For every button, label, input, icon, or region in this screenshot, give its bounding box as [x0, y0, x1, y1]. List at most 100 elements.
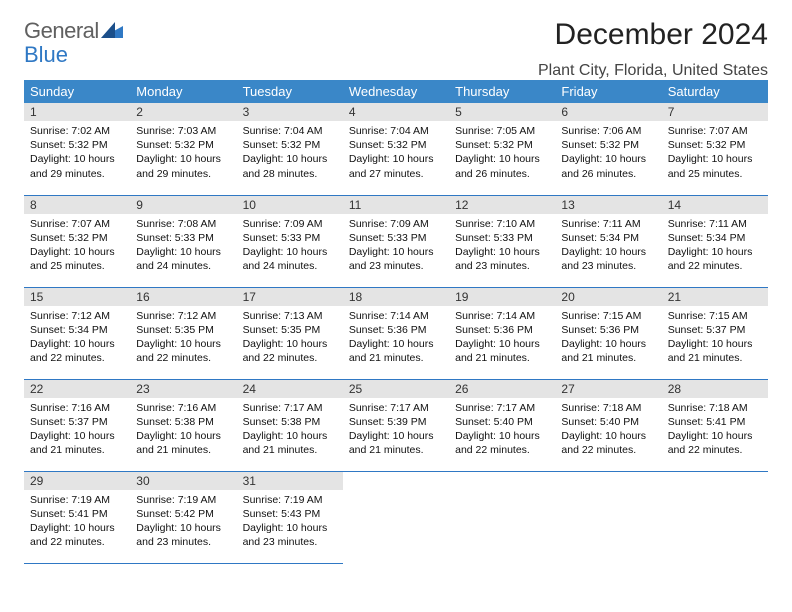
day-details: Sunrise: 7:15 AMSunset: 5:36 PMDaylight:… [555, 306, 661, 370]
calendar-cell: 21Sunrise: 7:15 AMSunset: 5:37 PMDayligh… [662, 287, 768, 379]
day-details: Sunrise: 7:16 AMSunset: 5:37 PMDaylight:… [24, 398, 130, 462]
day-details: Sunrise: 7:08 AMSunset: 5:33 PMDaylight:… [130, 214, 236, 278]
day-details: Sunrise: 7:18 AMSunset: 5:41 PMDaylight:… [662, 398, 768, 462]
brand-name-a: General [24, 18, 99, 44]
calendar-cell: 19Sunrise: 7:14 AMSunset: 5:36 PMDayligh… [449, 287, 555, 379]
calendar-cell: 27Sunrise: 7:18 AMSunset: 5:40 PMDayligh… [555, 379, 661, 471]
calendar-cell: 16Sunrise: 7:12 AMSunset: 5:35 PMDayligh… [130, 287, 236, 379]
day-details: Sunrise: 7:12 AMSunset: 5:34 PMDaylight:… [24, 306, 130, 370]
day-details: Sunrise: 7:04 AMSunset: 5:32 PMDaylight:… [343, 121, 449, 185]
calendar-cell: 1Sunrise: 7:02 AMSunset: 5:32 PMDaylight… [24, 103, 130, 195]
day-number: 12 [449, 196, 555, 214]
day-number: 24 [237, 380, 343, 398]
day-number: 23 [130, 380, 236, 398]
day-number: 11 [343, 196, 449, 214]
day-details: Sunrise: 7:14 AMSunset: 5:36 PMDaylight:… [343, 306, 449, 370]
calendar-cell [343, 471, 449, 563]
calendar-cell: 30Sunrise: 7:19 AMSunset: 5:42 PMDayligh… [130, 471, 236, 563]
calendar-cell: 18Sunrise: 7:14 AMSunset: 5:36 PMDayligh… [343, 287, 449, 379]
day-number: 17 [237, 288, 343, 306]
day-number: 9 [130, 196, 236, 214]
day-number: 5 [449, 103, 555, 121]
weekday-header: Friday [555, 80, 661, 103]
calendar-cell: 12Sunrise: 7:10 AMSunset: 5:33 PMDayligh… [449, 195, 555, 287]
day-details: Sunrise: 7:17 AMSunset: 5:38 PMDaylight:… [237, 398, 343, 462]
calendar-cell: 8Sunrise: 7:07 AMSunset: 5:32 PMDaylight… [24, 195, 130, 287]
calendar-cell [449, 471, 555, 563]
calendar-cell: 6Sunrise: 7:06 AMSunset: 5:32 PMDaylight… [555, 103, 661, 195]
day-details: Sunrise: 7:09 AMSunset: 5:33 PMDaylight:… [237, 214, 343, 278]
day-number: 13 [555, 196, 661, 214]
calendar-cell: 22Sunrise: 7:16 AMSunset: 5:37 PMDayligh… [24, 379, 130, 471]
day-details: Sunrise: 7:10 AMSunset: 5:33 PMDaylight:… [449, 214, 555, 278]
day-number: 10 [237, 196, 343, 214]
day-number: 3 [237, 103, 343, 121]
day-details: Sunrise: 7:17 AMSunset: 5:40 PMDaylight:… [449, 398, 555, 462]
calendar-cell: 25Sunrise: 7:17 AMSunset: 5:39 PMDayligh… [343, 379, 449, 471]
day-details: Sunrise: 7:05 AMSunset: 5:32 PMDaylight:… [449, 121, 555, 185]
day-details: Sunrise: 7:19 AMSunset: 5:43 PMDaylight:… [237, 490, 343, 554]
day-number: 4 [343, 103, 449, 121]
brand-logo-icon [101, 18, 123, 44]
calendar-cell: 20Sunrise: 7:15 AMSunset: 5:36 PMDayligh… [555, 287, 661, 379]
day-details: Sunrise: 7:18 AMSunset: 5:40 PMDaylight:… [555, 398, 661, 462]
day-details: Sunrise: 7:13 AMSunset: 5:35 PMDaylight:… [237, 306, 343, 370]
day-number: 25 [343, 380, 449, 398]
weekday-header: Sunday [24, 80, 130, 103]
day-number: 28 [662, 380, 768, 398]
calendar-table: SundayMondayTuesdayWednesdayThursdayFrid… [24, 80, 768, 564]
day-details: Sunrise: 7:02 AMSunset: 5:32 PMDaylight:… [24, 121, 130, 185]
day-details: Sunrise: 7:17 AMSunset: 5:39 PMDaylight:… [343, 398, 449, 462]
day-details: Sunrise: 7:12 AMSunset: 5:35 PMDaylight:… [130, 306, 236, 370]
calendar-cell: 28Sunrise: 7:18 AMSunset: 5:41 PMDayligh… [662, 379, 768, 471]
weekday-header: Saturday [662, 80, 768, 103]
day-number: 22 [24, 380, 130, 398]
month-title: December 2024 [555, 18, 768, 52]
day-number: 15 [24, 288, 130, 306]
day-details: Sunrise: 7:07 AMSunset: 5:32 PMDaylight:… [662, 121, 768, 185]
day-number: 21 [662, 288, 768, 306]
day-details: Sunrise: 7:11 AMSunset: 5:34 PMDaylight:… [662, 214, 768, 278]
calendar-cell: 10Sunrise: 7:09 AMSunset: 5:33 PMDayligh… [237, 195, 343, 287]
day-number: 19 [449, 288, 555, 306]
day-number: 8 [24, 196, 130, 214]
brand-logo: General [24, 18, 123, 44]
day-details: Sunrise: 7:15 AMSunset: 5:37 PMDaylight:… [662, 306, 768, 370]
day-details: Sunrise: 7:03 AMSunset: 5:32 PMDaylight:… [130, 121, 236, 185]
day-details: Sunrise: 7:19 AMSunset: 5:42 PMDaylight:… [130, 490, 236, 554]
calendar-cell: 15Sunrise: 7:12 AMSunset: 5:34 PMDayligh… [24, 287, 130, 379]
calendar-cell: 7Sunrise: 7:07 AMSunset: 5:32 PMDaylight… [662, 103, 768, 195]
calendar-cell: 9Sunrise: 7:08 AMSunset: 5:33 PMDaylight… [130, 195, 236, 287]
header: General December 2024 [24, 18, 768, 52]
day-details: Sunrise: 7:14 AMSunset: 5:36 PMDaylight:… [449, 306, 555, 370]
weekday-header: Wednesday [343, 80, 449, 103]
day-details: Sunrise: 7:09 AMSunset: 5:33 PMDaylight:… [343, 214, 449, 278]
location: Plant City, Florida, United States [24, 62, 768, 80]
day-details: Sunrise: 7:04 AMSunset: 5:32 PMDaylight:… [237, 121, 343, 185]
calendar-cell: 17Sunrise: 7:13 AMSunset: 5:35 PMDayligh… [237, 287, 343, 379]
day-number: 26 [449, 380, 555, 398]
calendar-cell: 3Sunrise: 7:04 AMSunset: 5:32 PMDaylight… [237, 103, 343, 195]
day-details: Sunrise: 7:07 AMSunset: 5:32 PMDaylight:… [24, 214, 130, 278]
day-number: 2 [130, 103, 236, 121]
calendar-cell: 11Sunrise: 7:09 AMSunset: 5:33 PMDayligh… [343, 195, 449, 287]
calendar-cell [662, 471, 768, 563]
brand-name-b: Blue [24, 42, 68, 68]
day-number: 31 [237, 472, 343, 490]
calendar-cell: 31Sunrise: 7:19 AMSunset: 5:43 PMDayligh… [237, 471, 343, 563]
title-block: December 2024 [555, 18, 768, 52]
calendar-cell: 5Sunrise: 7:05 AMSunset: 5:32 PMDaylight… [449, 103, 555, 195]
day-number: 27 [555, 380, 661, 398]
day-number: 16 [130, 288, 236, 306]
calendar-cell: 26Sunrise: 7:17 AMSunset: 5:40 PMDayligh… [449, 379, 555, 471]
day-details: Sunrise: 7:06 AMSunset: 5:32 PMDaylight:… [555, 121, 661, 185]
calendar-cell: 29Sunrise: 7:19 AMSunset: 5:41 PMDayligh… [24, 471, 130, 563]
calendar-cell: 23Sunrise: 7:16 AMSunset: 5:38 PMDayligh… [130, 379, 236, 471]
calendar-cell: 24Sunrise: 7:17 AMSunset: 5:38 PMDayligh… [237, 379, 343, 471]
day-number: 30 [130, 472, 236, 490]
day-number: 18 [343, 288, 449, 306]
day-details: Sunrise: 7:16 AMSunset: 5:38 PMDaylight:… [130, 398, 236, 462]
weekday-header: Thursday [449, 80, 555, 103]
day-details: Sunrise: 7:11 AMSunset: 5:34 PMDaylight:… [555, 214, 661, 278]
day-number: 29 [24, 472, 130, 490]
